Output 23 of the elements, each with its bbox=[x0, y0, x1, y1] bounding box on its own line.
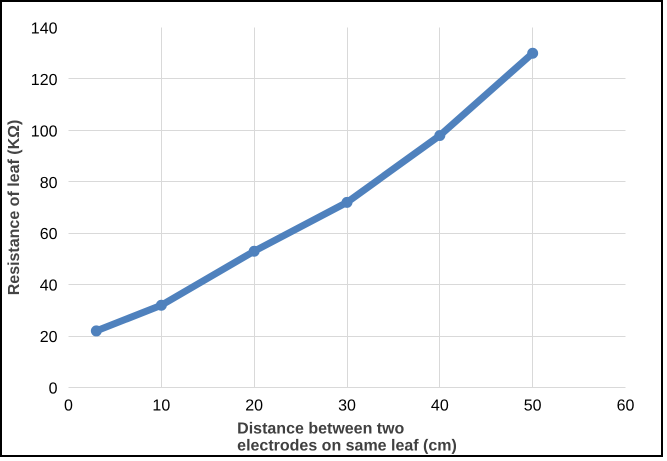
point bbox=[434, 130, 446, 141]
y-axis-title: Resistance of leaf (KΩ) bbox=[6, 120, 23, 296]
y-tick-label: 60 bbox=[40, 226, 58, 244]
y-tick-label: 20 bbox=[40, 329, 58, 346]
x-tick-label: 30 bbox=[338, 398, 356, 414]
y-tick-label: 40 bbox=[40, 278, 58, 295]
y-tick-label: 0 bbox=[48, 380, 58, 398]
y-tick-label: 80 bbox=[40, 174, 58, 192]
x-axis-title: Distance between two electrodes on same leaf (cm) bbox=[237, 420, 457, 454]
point bbox=[248, 246, 260, 257]
point bbox=[342, 196, 352, 208]
x-tick-label: 0 bbox=[64, 398, 74, 414]
x-tick-label: 40 bbox=[430, 398, 449, 414]
x-tick-label: 60 bbox=[616, 398, 634, 414]
x-tick-label: 50 bbox=[524, 398, 542, 414]
y-tick-label: 120 bbox=[30, 72, 58, 89]
x-tick-label: 20 bbox=[245, 398, 264, 414]
x-tick-label: 10 bbox=[152, 398, 170, 414]
y-tick-label: 100 bbox=[30, 123, 58, 140]
point bbox=[90, 325, 102, 336]
point bbox=[527, 48, 538, 59]
point bbox=[156, 300, 167, 311]
y-tick-label: 140 bbox=[30, 20, 58, 38]
